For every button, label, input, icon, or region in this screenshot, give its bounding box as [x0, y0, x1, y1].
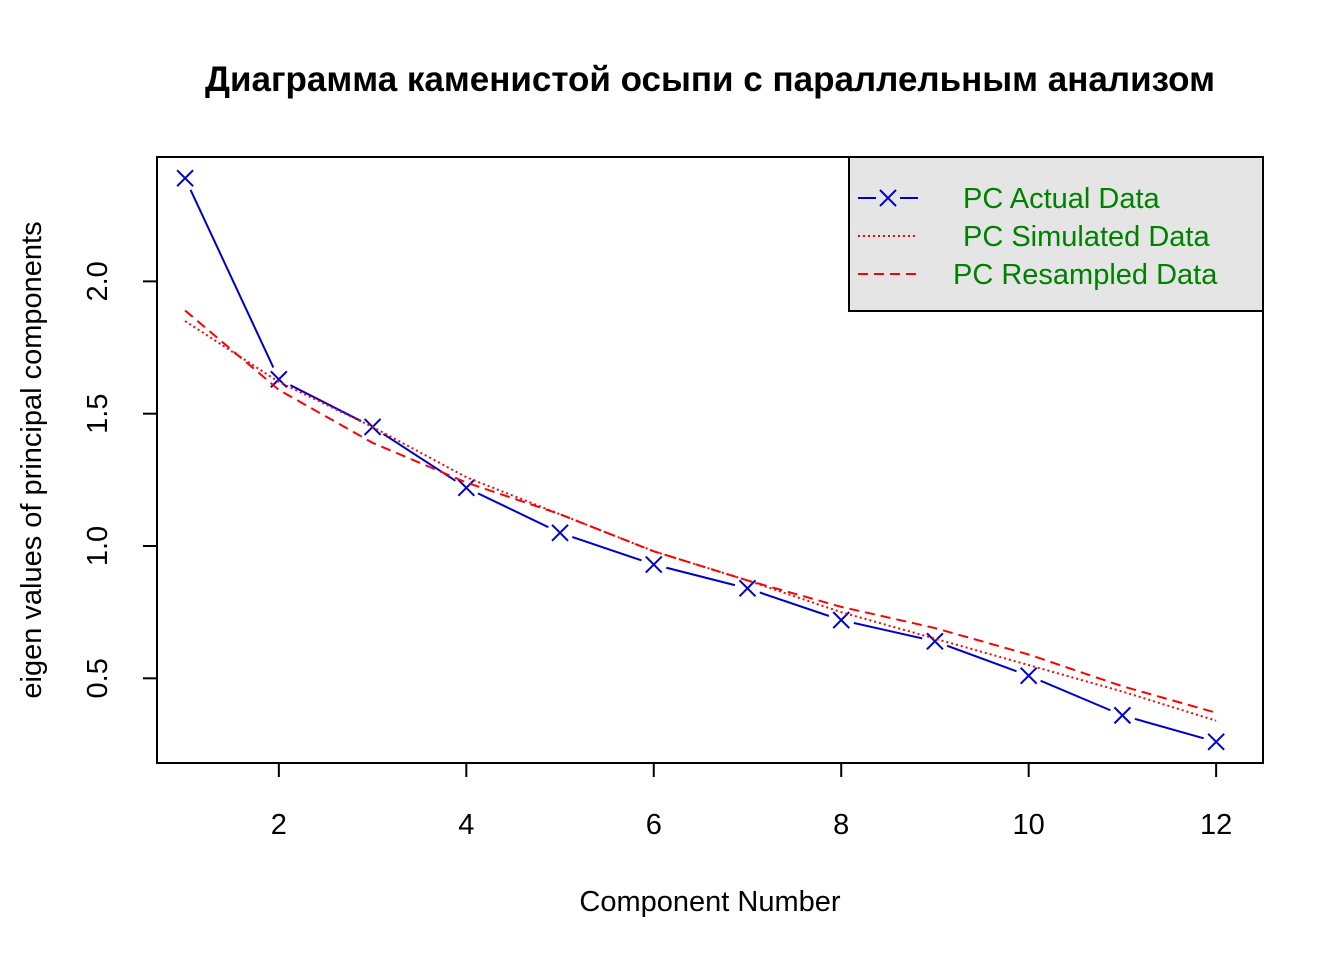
data-point-marker: [265, 366, 292, 393]
y-tick-label: 2.0: [82, 261, 114, 301]
data-point-marker: [921, 628, 948, 655]
data-point-marker: [1203, 728, 1230, 755]
marker-stroke: [1019, 666, 1038, 685]
legend-label-2: PC Simulated Data: [963, 221, 1210, 253]
y-axis-label: eigen values of principal components: [16, 221, 48, 698]
x-axis-label: Component Number: [579, 886, 840, 918]
legend-box: [848, 156, 1264, 312]
data-point-marker: [1015, 662, 1042, 689]
plot-area: 2 4 6 8 10 12 0.5 1.0 1.5 2.0: [82, 156, 1264, 841]
marker-stroke: [1113, 706, 1132, 725]
x-tick-label: 6: [646, 809, 662, 841]
data-point-marker: [1109, 702, 1136, 729]
legend-marker: [879, 189, 897, 207]
x-tick-label: 10: [1013, 809, 1045, 841]
x-tick-label: 2: [271, 809, 287, 841]
marker-stroke: [832, 611, 850, 629]
x-tick-label: 8: [833, 809, 849, 841]
x-tick-label: 4: [458, 809, 474, 841]
legend-label-3: PC Resampled Data: [953, 259, 1218, 291]
marker-stroke: [551, 524, 569, 542]
marker-stroke: [926, 632, 944, 650]
legend: PC Actual Data PC Simulated Data PC Resamp…: [848, 156, 1264, 312]
marker-stroke: [457, 479, 476, 497]
series-line-3: [184, 309, 1217, 714]
data-point-marker: [172, 165, 199, 192]
series-line-2: [184, 320, 1217, 722]
marker-stroke: [176, 169, 194, 187]
y-tick-label: 1.0: [82, 526, 114, 566]
plot-frame: [156, 156, 1264, 764]
data-point-marker: [453, 474, 480, 501]
data-point-marker: [640, 551, 667, 578]
y-tick-label: 0.5: [82, 658, 114, 698]
data-point-marker: [734, 575, 761, 602]
legend-label-1: PC Actual Data: [963, 183, 1161, 215]
data-point-marker: [828, 607, 855, 634]
x-tick-label: 12: [1200, 809, 1232, 841]
chart-title: Диаграмма каменистой осыпи с параллельны…: [205, 60, 1215, 99]
marker-stroke: [1207, 733, 1225, 751]
marker-stroke: [738, 579, 757, 598]
series-line-1: [184, 177, 1217, 743]
y-tick-label: 1.5: [82, 394, 114, 434]
data-point-marker: [547, 519, 574, 546]
marker-stroke: [645, 555, 663, 574]
